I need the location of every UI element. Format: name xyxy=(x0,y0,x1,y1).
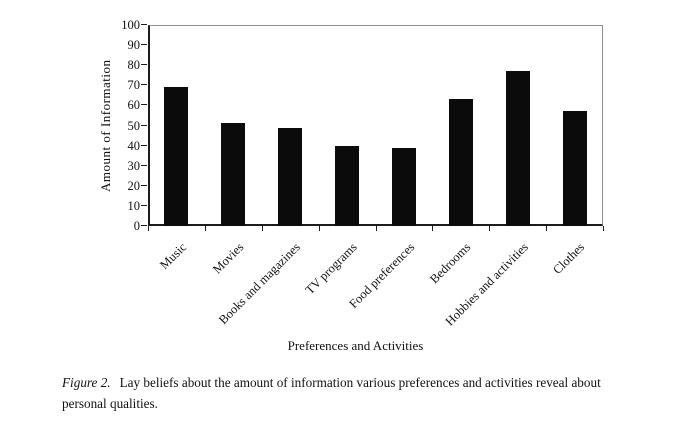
x-tick-mark xyxy=(432,226,434,231)
y-tick-mark xyxy=(141,124,147,126)
y-tick-mark xyxy=(141,184,147,186)
y-tick-label: 20 xyxy=(127,178,141,193)
x-tick-mark xyxy=(489,226,491,231)
figure-caption: Figure 2. Lay beliefs about the amount of… xyxy=(62,372,634,414)
x-tick-mark xyxy=(261,226,263,231)
y-tick-mark xyxy=(141,204,147,206)
y-tick-mark xyxy=(141,64,147,66)
x-axis-title: Preferences and Activities xyxy=(287,338,424,353)
x-tick-mark xyxy=(603,226,604,231)
plot-area xyxy=(148,25,603,226)
bar-tv-programs xyxy=(335,145,360,226)
y-tick-label: 40 xyxy=(127,138,141,153)
x-category-label: TV programs xyxy=(302,240,360,298)
x-category-label: Clothes xyxy=(550,240,588,277)
y-tick-label: 90 xyxy=(127,38,141,53)
y-tick-label: 0 xyxy=(133,219,140,233)
y-tick-label: 100 xyxy=(121,18,140,32)
y-tick-mark xyxy=(141,225,147,226)
y-tick-label: 10 xyxy=(127,198,141,213)
x-category-label: Bedrooms xyxy=(427,240,474,287)
bar-movies xyxy=(221,123,246,226)
x-category-label: Music xyxy=(157,240,190,272)
bar-food-preferences xyxy=(391,147,416,226)
x-tick-mark xyxy=(375,226,377,231)
y-tick-label: 30 xyxy=(127,158,141,173)
y-tick-label: 70 xyxy=(127,78,141,93)
x-tick-mark xyxy=(318,226,320,231)
y-tick-mark xyxy=(141,144,147,146)
y-tick-label: 80 xyxy=(127,58,141,73)
bar-bedrooms xyxy=(448,99,473,226)
y-tick-mark xyxy=(141,84,147,86)
bar-hobbies-and-activities xyxy=(505,71,530,226)
figure-number-label: Figure 2. xyxy=(62,375,111,390)
figure-caption-text: Lay beliefs about the amount of informat… xyxy=(62,375,601,412)
x-category-label: Movies xyxy=(209,240,247,277)
y-tick-mark xyxy=(141,104,147,106)
bar-books-and-magazines xyxy=(278,127,303,226)
y-tick-mark xyxy=(141,44,147,46)
y-tick-mark xyxy=(141,24,147,25)
x-tick-mark xyxy=(148,226,149,231)
bar-clothes xyxy=(562,111,587,226)
y-tick-mark xyxy=(141,164,147,166)
y-tick-label: 60 xyxy=(127,98,141,113)
y-tick-label: 50 xyxy=(127,118,141,133)
x-tick-mark xyxy=(204,226,206,231)
bar-music xyxy=(164,87,189,226)
x-tick-mark xyxy=(546,226,548,231)
